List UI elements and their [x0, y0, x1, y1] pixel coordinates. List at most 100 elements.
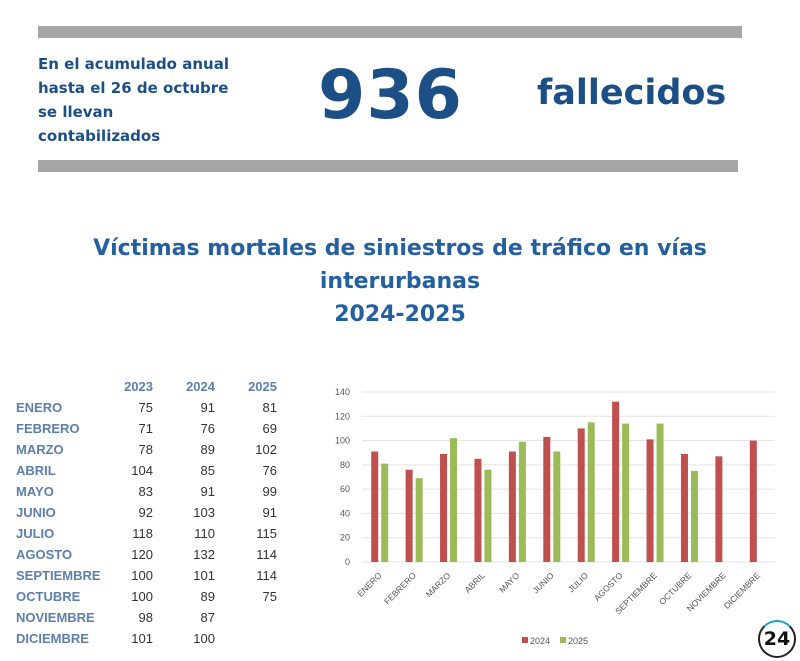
- bar-2025: [484, 469, 492, 562]
- table-row: MARZO 78 89 102: [16, 439, 277, 460]
- y-tick-label: 0: [345, 557, 350, 567]
- bar-2024: [371, 451, 379, 562]
- table-row: DICIEMBRE 101 100: [16, 628, 277, 649]
- bar-2025: [587, 422, 595, 562]
- cell-value: [215, 607, 277, 628]
- cell-value: 85: [200, 463, 215, 478]
- cell-value: 75: [262, 589, 277, 604]
- x-tick-label: JUNIO: [531, 570, 556, 595]
- x-tick-label: AGOSTO: [592, 570, 625, 603]
- legend-label: 2024: [530, 636, 550, 646]
- cell-value: 114: [256, 568, 277, 583]
- cell-value: 83: [138, 484, 153, 499]
- cell-value: 99: [262, 484, 277, 499]
- month-label: JULIO: [16, 526, 55, 541]
- bar-2024: [646, 439, 654, 562]
- x-tick-label: FEBRERO: [382, 570, 418, 606]
- month-label: MARZO: [16, 442, 64, 457]
- cell-value: 132: [193, 547, 215, 562]
- y-tick-label: 40: [340, 508, 350, 518]
- y-tick-label: 120: [335, 411, 350, 421]
- bar-2024: [715, 456, 723, 562]
- cell-value: 114: [256, 547, 277, 562]
- x-tick-label: MAYO: [497, 570, 522, 595]
- x-tick-label: ENERO: [355, 570, 384, 599]
- page-title: Víctimas mortales de siniestros de tráfi…: [0, 232, 800, 331]
- x-tick-label: OCTUBRE: [657, 570, 694, 607]
- bar-2024: [543, 436, 551, 562]
- cell-value: 69: [262, 421, 277, 436]
- month-label: FEBRERO: [16, 421, 80, 436]
- table-row: JUNIO 92 103 91: [16, 502, 277, 523]
- bar-2025: [381, 463, 389, 562]
- bar-2024: [474, 458, 482, 562]
- y-tick-label: 20: [340, 533, 350, 543]
- cell-value: 103: [193, 505, 215, 520]
- x-tick-label: MARZO: [424, 570, 453, 599]
- month-label: NOVIEMBRE: [16, 610, 95, 625]
- bar-2025: [415, 478, 423, 562]
- cell-value: 98: [138, 610, 153, 625]
- table-row: SEPTIEMBRE 100 101 114: [16, 565, 277, 586]
- legend-label: 2025: [568, 636, 588, 646]
- cell-value: 100: [131, 568, 153, 583]
- bar-2025: [622, 423, 630, 562]
- bar-2024: [680, 453, 688, 562]
- bar-2024: [405, 469, 413, 562]
- month-label: SEPTIEMBRE: [16, 568, 101, 583]
- cell-value: 100: [193, 631, 215, 646]
- fatalities-count: 936: [318, 56, 463, 135]
- bar-2024: [749, 440, 757, 562]
- title-line-3: 2024-2025: [334, 302, 466, 327]
- month-label: ABRIL: [16, 463, 56, 478]
- cell-value: 91: [262, 505, 277, 520]
- bar-2024: [612, 401, 620, 562]
- month-label: ENERO: [16, 400, 63, 415]
- month-label: OCTUBRE: [16, 589, 81, 604]
- bar-2024: [440, 453, 448, 562]
- cell-value: 76: [262, 463, 277, 478]
- col-2024: 2024: [186, 379, 215, 394]
- cell-value: 101: [193, 568, 215, 583]
- bar-2025: [656, 423, 664, 562]
- bar-2025: [518, 441, 526, 562]
- month-label: DICIEMBRE: [16, 631, 89, 646]
- month-label: MAYO: [16, 484, 54, 499]
- month-label: JUNIO: [16, 505, 56, 520]
- top-divider: [38, 26, 742, 38]
- col-2025: 2025: [248, 379, 277, 394]
- logo: 24: [758, 620, 796, 658]
- cell-value: 78: [138, 442, 153, 457]
- y-tick-label: 140: [335, 387, 350, 397]
- cell-value: 100: [131, 589, 153, 604]
- table-row: ENERO 75 91 81: [16, 397, 277, 418]
- bottom-divider: [38, 160, 738, 172]
- cell-value: 71: [138, 421, 153, 436]
- intro-text: En el acumulado anual hasta el 26 de oct…: [38, 55, 229, 145]
- cell-value: 91: [200, 400, 215, 415]
- title-line-2: interurbanas: [319, 269, 481, 294]
- table-row: OCTUBRE 100 89 75: [16, 586, 277, 607]
- table-row: ABRIL 104 85 76: [16, 460, 277, 481]
- cell-value: 102: [255, 442, 277, 457]
- bar-2025: [690, 470, 698, 562]
- data-table: 2023 2024 2025 ENERO 75 91 81 FEBRERO 71 76 69 M…: [16, 376, 277, 649]
- x-tick-label: JULIO: [566, 570, 590, 594]
- bar-2025: [553, 451, 561, 562]
- y-tick-label: 100: [335, 436, 350, 446]
- cell-value: 120: [131, 547, 153, 562]
- cell-value: 110: [194, 526, 215, 541]
- legend-swatch-2025: [560, 637, 566, 643]
- y-tick-label: 80: [340, 460, 350, 470]
- cell-value: 89: [200, 442, 215, 457]
- cell-value: 91: [200, 484, 215, 499]
- cell-value: 87: [200, 610, 215, 625]
- table-row: AGOSTO 120 132 114: [16, 544, 277, 565]
- cell-value: 101: [131, 631, 153, 646]
- table-row: NOVIEMBRE 98 87: [16, 607, 277, 628]
- table-row: MAYO 83 91 99: [16, 481, 277, 502]
- bar-2024: [577, 428, 585, 562]
- cell-value: [215, 628, 277, 649]
- month-label: AGOSTO: [16, 547, 73, 562]
